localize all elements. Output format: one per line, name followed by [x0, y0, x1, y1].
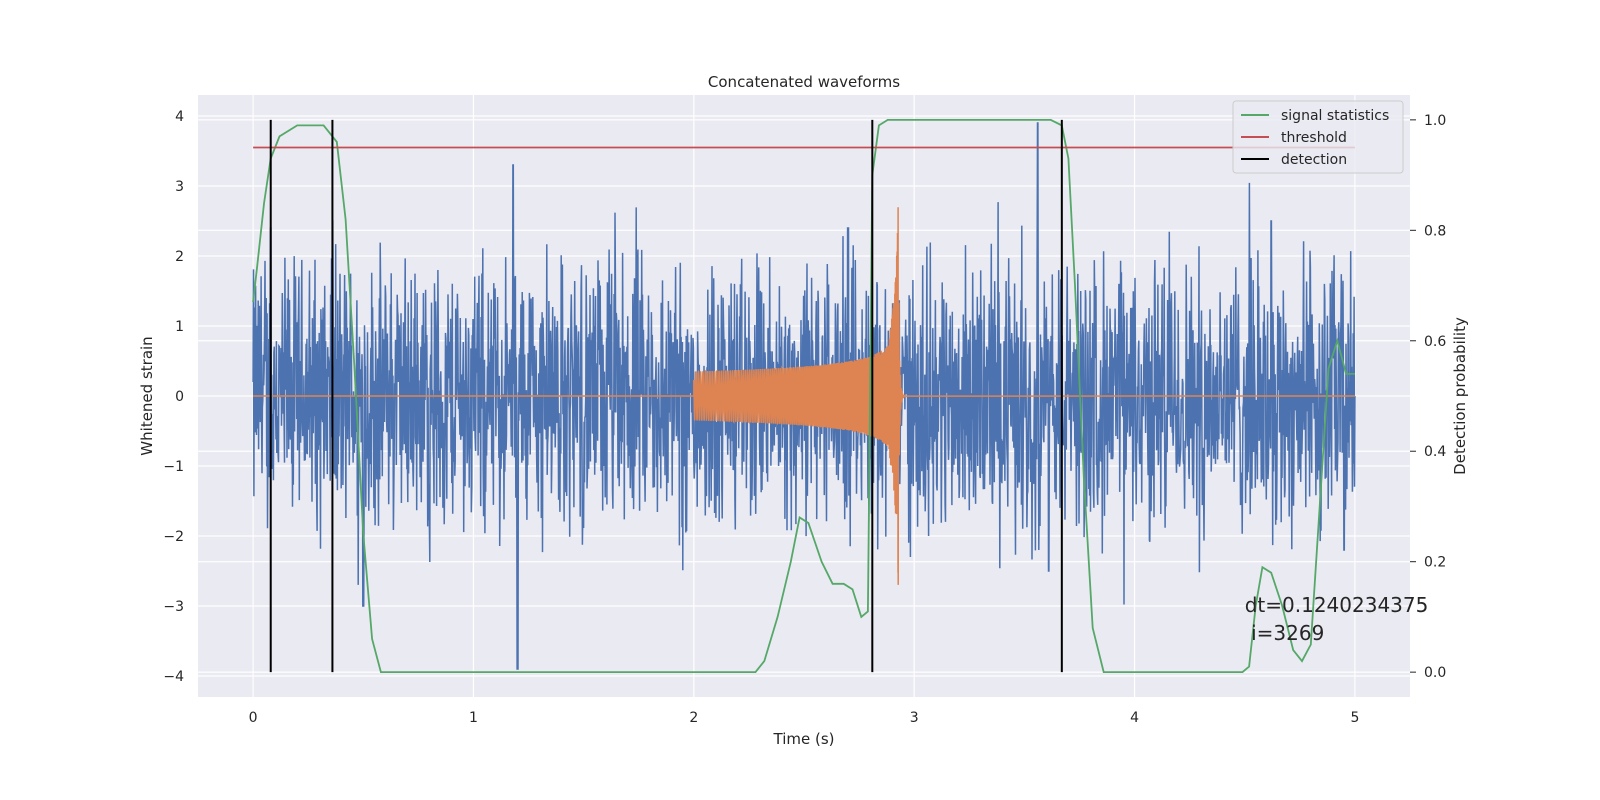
series-signal-statistics [252, 119, 1355, 673]
y-tick-label: −1 [163, 459, 184, 475]
x-tick-label: 4 [1130, 710, 1139, 726]
legend-label: detection [1281, 152, 1347, 168]
x-tick-label: 5 [1350, 710, 1359, 726]
x-tick-label: 0 [249, 710, 258, 726]
legend-label: signal statistics [1281, 108, 1389, 124]
y-tick-label: −3 [163, 599, 184, 615]
legend-box [1232, 100, 1404, 174]
axis-ticks: 0 1 2 3 4 5 −4 −3 −2 −1 0 1 2 3 4 0.0 0.2 0.4 0.6 0.8 1.0 [163, 109, 1446, 726]
y-tick-label: −2 [163, 529, 184, 545]
annotation-dt: dt=0.1240234375 [1245, 593, 1429, 617]
y2-tick-label: 0.2 [1424, 555, 1446, 571]
x-tick-label: 1 [469, 710, 478, 726]
y-axis-label: Whitened strain [138, 336, 156, 455]
y2-tick-label: 0.6 [1424, 334, 1446, 350]
x-axis-label: Time (s) [773, 730, 835, 748]
legend-label: threshold [1281, 130, 1347, 146]
right-axis-series [252, 119, 1355, 673]
y-tick-label: 0 [175, 389, 184, 405]
y2-tick-label: 0.8 [1424, 223, 1446, 239]
annotation-index: i=3269 [1245, 621, 1325, 645]
x-tick-label: 2 [689, 710, 698, 726]
y-tick-label: 2 [175, 249, 184, 265]
y2-tick-label: 0.4 [1424, 444, 1446, 460]
x-tick-label: 3 [910, 710, 919, 726]
legend: signal statistics threshold detection [1232, 100, 1404, 174]
y2-tick-label: 0.0 [1424, 665, 1446, 681]
y-tick-label: 3 [175, 179, 184, 195]
chart-title: Concatenated waveforms [708, 73, 900, 91]
y2-tick-label: 1.0 [1424, 113, 1446, 129]
y2-axis-label: Detection probability [1451, 317, 1469, 475]
y-tick-label: 1 [175, 319, 184, 335]
y-tick-label: 4 [175, 109, 184, 125]
y-tick-label: −4 [163, 669, 184, 685]
